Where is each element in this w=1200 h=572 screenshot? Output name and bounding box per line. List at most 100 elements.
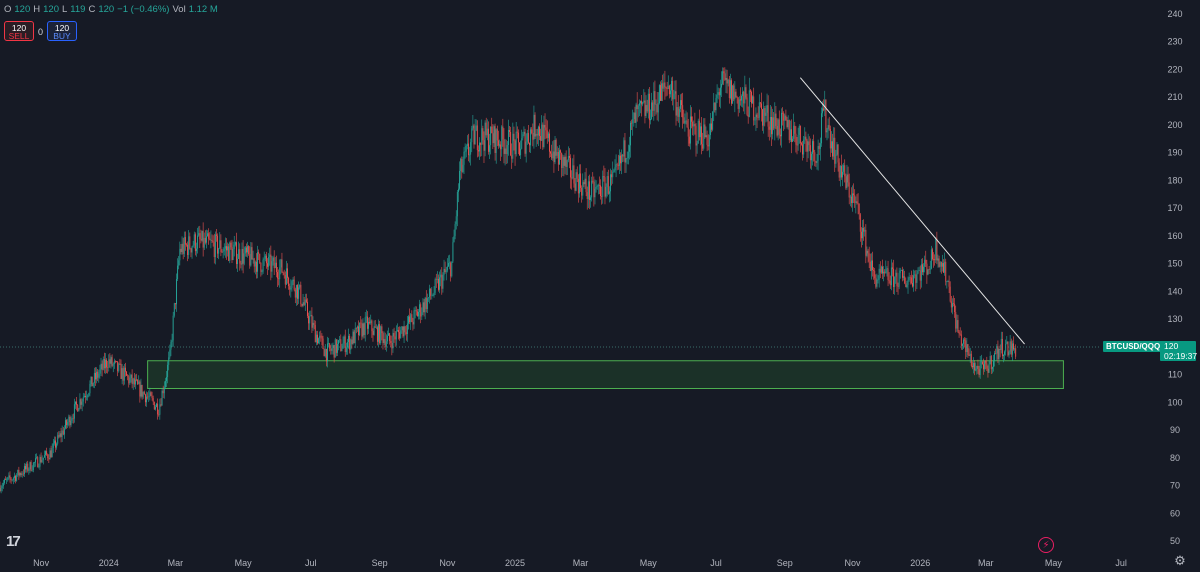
candle-body (910, 277, 912, 284)
candle-body (944, 261, 946, 273)
support-zone-layer[interactable] (147, 360, 1064, 389)
candle-body (345, 347, 347, 353)
candle-body (239, 249, 241, 264)
candle-body (88, 393, 90, 396)
candle-body (413, 310, 415, 325)
candle-body (771, 116, 772, 135)
candle-body (146, 396, 147, 403)
candle-body (913, 275, 915, 287)
candle-body (662, 83, 664, 89)
candle-body (26, 463, 28, 470)
candle-body (511, 155, 513, 159)
candle-body (546, 130, 548, 139)
candle-body (767, 105, 769, 127)
candle-body (935, 238, 937, 261)
candle-body (67, 422, 69, 426)
candle-body (63, 428, 65, 435)
candle-body (439, 277, 441, 290)
price-axis[interactable]: 50 60 70 80 90 100 110 120 130 140 150 160 170 180 190… (1167, 9, 1182, 546)
candle-body (549, 133, 550, 152)
candle-body (868, 253, 870, 262)
candle-body (405, 332, 407, 335)
candle-body (654, 91, 656, 105)
candle-body (948, 281, 950, 287)
candle-body (18, 469, 20, 476)
x-tick-label: Nov (439, 558, 456, 568)
candle-body (825, 99, 827, 133)
tradingview-logo-icon[interactable]: 17 (6, 533, 21, 550)
candle-body (72, 418, 74, 419)
candle-body (471, 128, 473, 143)
candle-body (449, 262, 451, 264)
candle-body (578, 173, 580, 194)
candle-body (784, 115, 786, 121)
sell-price: 120 (11, 23, 27, 33)
candle-body (52, 443, 54, 448)
candle-body (486, 128, 488, 136)
candle-body (761, 103, 762, 110)
candle-body (229, 242, 231, 261)
candle-body (101, 363, 103, 370)
candle-body (169, 349, 171, 358)
candle-body (349, 335, 351, 350)
support-zone[interactable] (147, 360, 1064, 389)
candle-body (464, 151, 466, 153)
candle-body (946, 281, 948, 283)
candle-body (274, 262, 276, 269)
candle-body (840, 166, 842, 178)
candle-body (198, 233, 200, 236)
candle-body (853, 193, 855, 196)
candle-body (431, 295, 433, 297)
candle-body (395, 331, 397, 340)
candle-body (661, 83, 663, 101)
candle-body (355, 327, 357, 329)
candle-body (620, 155, 621, 164)
gear-icon[interactable]: ⚙ (1174, 553, 1186, 568)
candle-body (245, 247, 247, 253)
candle-body (981, 361, 983, 365)
resistance-trendline[interactable] (799, 77, 1025, 345)
buy-button[interactable]: 120 BUY (47, 21, 77, 41)
candle-body (525, 141, 527, 154)
candle-body (261, 271, 263, 273)
candle-body (0, 488, 2, 491)
candle-body (533, 114, 535, 140)
candle-body (530, 129, 532, 146)
sell-button[interactable]: 120 SELL (4, 21, 34, 41)
candle-body (268, 256, 270, 267)
candle-body (804, 136, 806, 140)
candle-body (414, 310, 416, 311)
candle-body (830, 141, 832, 149)
candle-body (461, 158, 463, 173)
candle-body (734, 91, 736, 100)
candle-body (272, 257, 274, 262)
candle-body (110, 357, 112, 364)
time-axis[interactable]: Nov 2024 Mar May Jul Sep Nov 2025 Mar May Jul Sep No… (33, 558, 1127, 568)
trendline-layer[interactable] (799, 77, 1025, 345)
candle-body (512, 133, 514, 159)
candle-body (601, 196, 603, 197)
candle-body (902, 269, 903, 278)
candle-body (133, 378, 135, 385)
candle-body (277, 272, 278, 279)
candle-body (941, 263, 943, 267)
candle-body (516, 131, 518, 133)
candle-body (997, 346, 999, 360)
candle-body (255, 261, 257, 272)
candle-body (374, 326, 376, 328)
candle-body (161, 390, 163, 406)
candle-body (203, 237, 205, 248)
lightning-icon[interactable]: ⚡ (1038, 537, 1054, 553)
candle-body (202, 230, 204, 248)
candle-body (212, 240, 214, 243)
candle-body (409, 316, 411, 323)
candle-body (408, 316, 409, 324)
candle-body (751, 91, 752, 104)
candle-body (899, 270, 901, 273)
candle-body (99, 369, 101, 374)
candle-body (1006, 341, 1008, 344)
candle-body (501, 126, 503, 150)
candle-body (650, 118, 651, 121)
candle-body (979, 361, 981, 376)
